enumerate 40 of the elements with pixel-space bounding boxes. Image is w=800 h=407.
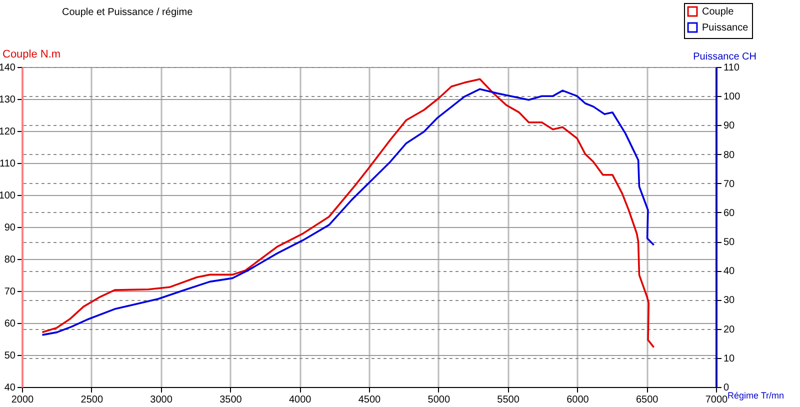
y-tick-label: 120 xyxy=(0,126,16,138)
y-tick-label: 50 xyxy=(4,350,16,362)
y-tick-label: 40 xyxy=(4,382,16,394)
x-tick-label: 2500 xyxy=(80,394,104,406)
y2-tick-label: 70 xyxy=(724,178,736,190)
x-tick-label: 3000 xyxy=(150,394,173,406)
y-tick-label: 80 xyxy=(4,254,16,266)
x-tick-label: 4500 xyxy=(358,394,382,406)
y2-tick-label: 30 xyxy=(724,295,736,306)
x-tick-label: 6500 xyxy=(636,394,659,406)
legend-label: Couple xyxy=(702,6,734,18)
y-tick-label: 130 xyxy=(0,94,16,106)
y2-tick-label: 90 xyxy=(724,120,736,132)
y2-tick-label: 110 xyxy=(724,62,740,74)
x-tick-label: 2000 xyxy=(11,394,34,406)
y-tick-label: 100 xyxy=(0,190,16,202)
x-axis-title: Régime Tr/mn xyxy=(728,390,784,400)
legend-label: Puissance xyxy=(702,22,749,34)
x-tick-label: 7000 xyxy=(705,394,728,406)
y2-tick-label: 50 xyxy=(724,237,736,248)
y2-tick-label: 100 xyxy=(724,92,741,103)
y2-tick-label: 40 xyxy=(724,266,736,278)
y2-tick-label: 20 xyxy=(724,324,736,336)
x-tick-label: 5000 xyxy=(428,394,450,406)
chart-title: Couple et Puissance / régime xyxy=(62,7,194,18)
y-axis-title: Couple N.m xyxy=(2,48,61,60)
x-tick-label: 4000 xyxy=(288,394,312,406)
y2-tick-label: 60 xyxy=(724,208,736,219)
y-tick-label: 90 xyxy=(4,222,16,234)
y-tick-label: 140 xyxy=(0,62,16,74)
x-tick-label: 5500 xyxy=(497,394,520,406)
x-tick-label: 3500 xyxy=(220,394,242,406)
y-tick-label: 110 xyxy=(0,158,16,170)
x-tick-label: 6000 xyxy=(566,394,590,406)
y2-tick-label: 80 xyxy=(724,150,736,161)
y-tick-label: 60 xyxy=(4,318,16,330)
y2-tick-label: 0 xyxy=(724,382,730,394)
y2-tick-label: 10 xyxy=(724,353,736,364)
y2-axis-title: Puissance CH xyxy=(693,52,756,62)
y-tick-label: 70 xyxy=(4,286,16,298)
